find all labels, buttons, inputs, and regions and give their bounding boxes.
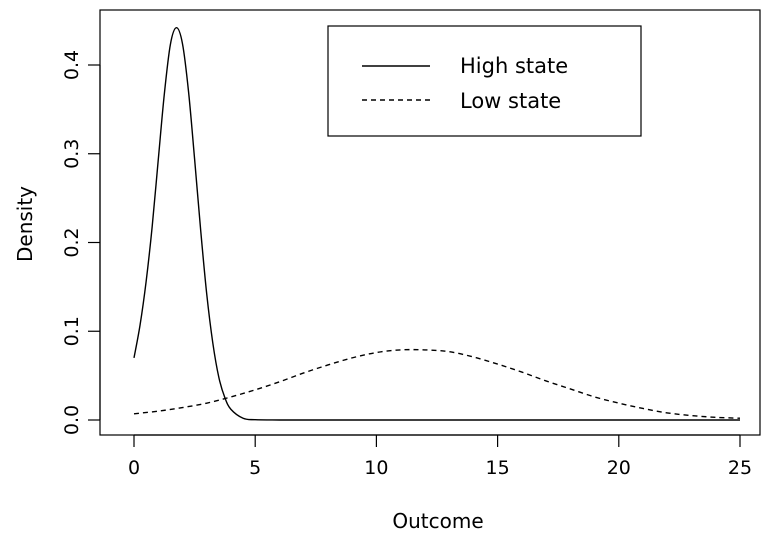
series-high-state-line [133,27,740,421]
x-tick-label: 5 [249,457,261,479]
x-axis: 0 5 10 15 20 25 [128,434,752,479]
x-tick-label: 0 [128,457,140,479]
x-tick-label: 25 [728,457,752,479]
legend: High state Low state [327,25,642,137]
series-low-state-line [133,348,741,419]
series-layer [133,27,741,421]
y-axis-title: Density [13,186,37,262]
legend-label-high-state: High state [460,54,568,78]
y-tick-label: 0.4 [61,50,83,80]
y-tick-label: 0.1 [61,316,83,346]
legend-box [327,25,642,137]
x-tick-label: 20 [607,457,631,479]
x-axis-title: Outcome [392,509,483,533]
y-axis: 0.0 0.1 0.2 0.3 0.4 [61,50,101,435]
y-tick-label: 0.3 [61,139,83,169]
x-tick-label: 15 [486,457,510,479]
legend-label-low-state: Low state [460,89,561,113]
y-tick-label: 0.0 [61,405,83,435]
y-tick-label: 0.2 [61,227,83,257]
x-tick-label: 10 [364,457,388,479]
